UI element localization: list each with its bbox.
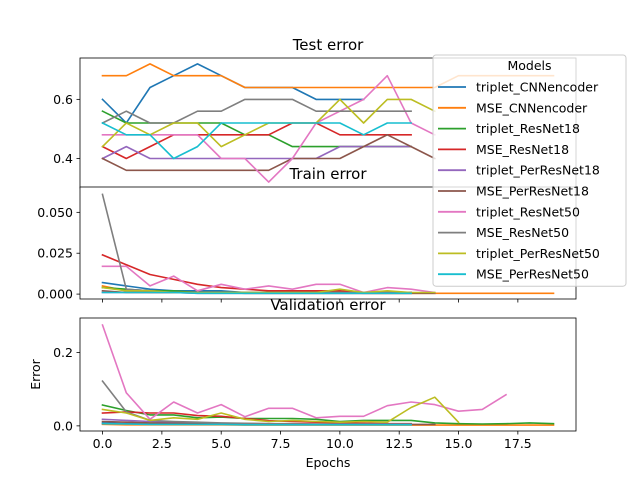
axes-frame [79, 317, 577, 432]
legend-box [432, 54, 627, 287]
series-line-triplet-resnet18 [101, 404, 555, 425]
x-tick-label: 10.0 [326, 436, 354, 451]
x-tick-label: 2.5 [152, 436, 172, 451]
legend-label: triplet_ResNet50 [476, 204, 580, 219]
legend-entry: MSE_ResNet18 [438, 142, 569, 157]
subplot-title: Test error [292, 36, 364, 54]
series-lines [101, 323, 555, 426]
series-line-triplet-resnet50 [101, 323, 508, 421]
y-tick-label: 0.025 [37, 246, 73, 261]
legend-entry: MSE_CNNencoder [438, 100, 588, 115]
subplot-3: 0.0 0.2 0.0 2.5 5.0 7.5 10.0 12.5 15.0 17.5 Valida… [28, 296, 577, 470]
x-tick-label: 0.0 [93, 436, 113, 451]
y-axis-label: Error [28, 358, 43, 389]
legend-entry: MSE_ResNet50 [438, 225, 569, 240]
legend-entry: MSE_PerResNet18 [438, 184, 589, 199]
x-axis-label: Epochs [306, 455, 351, 470]
legend-label: MSE_ResNet50 [476, 225, 569, 240]
subplot-title: Train error [288, 165, 367, 183]
series-lines [101, 193, 555, 295]
series-line-mse-resnet50 [101, 98, 412, 125]
legend-entry: triplet_CNNencoder [438, 80, 599, 95]
legend-entry: triplet_ResNet18 [438, 121, 580, 136]
legend-label: triplet_PerResNet18 [476, 163, 600, 178]
legend-entry: triplet_PerResNet18 [438, 163, 600, 178]
series-line-triplet-resnet50 [101, 74, 436, 183]
subplot-title: Validation error [270, 296, 386, 314]
x-tick-label: 17.5 [504, 436, 532, 451]
series-line-mse-perresnet18 [101, 134, 436, 172]
legend-label: MSE_PerResNet18 [476, 184, 589, 199]
legend-label: MSE_PerResNet50 [476, 267, 589, 282]
legend: Models triplet_CNNencoder MSE_CNNencodertr… [432, 54, 627, 287]
legend-label: triplet_PerResNet50 [476, 246, 600, 261]
legend-label: triplet_CNNencoder [476, 80, 599, 95]
legend-title: Models [507, 58, 551, 73]
y-tick-label: 0.0 [53, 418, 73, 433]
y-tick-label: 0.050 [37, 205, 73, 220]
x-tick-label: 7.5 [271, 436, 291, 451]
series-lines [101, 63, 555, 183]
series-line-mse-perresnet50 [101, 121, 412, 160]
y-tick-label: 0.000 [37, 287, 73, 302]
series-line-triplet-perresnet50 [101, 396, 460, 424]
y-tick-label: 0.2 [53, 345, 73, 360]
x-tick-label: 5.0 [211, 436, 231, 451]
x-tick-label: 12.5 [385, 436, 413, 451]
y-tick-label: 0.6 [53, 92, 73, 107]
x-tick-label: 15.0 [445, 436, 473, 451]
series-line-mse-perresnet50 [101, 422, 412, 426]
series-line-triplet-resnet50 [101, 265, 436, 294]
series-line-mse-perresnet50 [101, 291, 412, 295]
legend-entry: triplet_PerResNet50 [438, 246, 600, 261]
legend-label: triplet_ResNet18 [476, 121, 580, 136]
legend-label: MSE_ResNet18 [476, 142, 569, 157]
y-tick-label: 0.4 [53, 151, 73, 166]
legend-label: MSE_CNNencoder [476, 100, 588, 115]
legend-entry: MSE_PerResNet50 [438, 267, 589, 282]
series-line-mse-resnet18 [101, 122, 412, 160]
series-line-triplet-perresnet18 [101, 145, 412, 160]
legend-entry: triplet_ResNet50 [438, 204, 580, 219]
axes-background [80, 318, 576, 431]
